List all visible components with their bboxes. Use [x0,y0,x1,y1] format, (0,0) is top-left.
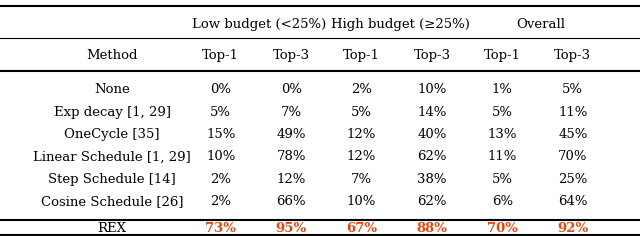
Text: 2%: 2% [351,83,372,96]
Text: 38%: 38% [417,173,447,186]
Text: 7%: 7% [351,173,372,186]
Text: Cosine Schedule [26]: Cosine Schedule [26] [41,195,183,208]
Text: Method: Method [86,49,138,62]
Text: 14%: 14% [417,105,447,119]
Text: Linear Schedule [1, 29]: Linear Schedule [1, 29] [33,150,191,164]
Text: 92%: 92% [557,222,588,235]
Text: Exp decay [1, 29]: Exp decay [1, 29] [54,105,170,119]
Text: 95%: 95% [276,222,307,235]
Text: 25%: 25% [558,173,588,186]
Text: 5%: 5% [211,105,231,119]
Text: 2%: 2% [211,195,231,208]
Text: 6%: 6% [492,195,513,208]
Text: 62%: 62% [417,150,447,164]
Text: 12%: 12% [276,173,306,186]
Text: Top-3: Top-3 [413,49,451,62]
Text: 78%: 78% [276,150,306,164]
Text: 12%: 12% [347,128,376,141]
Text: 70%: 70% [487,222,518,235]
Text: 12%: 12% [347,150,376,164]
Text: Top-3: Top-3 [554,49,591,62]
Text: Top-1: Top-1 [484,49,521,62]
Text: 0%: 0% [211,83,231,96]
Text: High budget (≥25%): High budget (≥25%) [331,18,469,31]
Text: 88%: 88% [417,222,447,235]
Text: 10%: 10% [417,83,447,96]
Text: Top-1: Top-1 [202,49,239,62]
Text: OneCycle [35]: OneCycle [35] [64,128,160,141]
Text: 0%: 0% [281,83,301,96]
Text: 66%: 66% [276,195,306,208]
Text: 62%: 62% [417,195,447,208]
Text: 5%: 5% [563,83,583,96]
Text: 5%: 5% [492,173,513,186]
Text: 15%: 15% [206,128,236,141]
Text: Top-1: Top-1 [343,49,380,62]
Text: REX: REX [97,222,127,235]
Text: 7%: 7% [280,105,302,119]
Text: Top-3: Top-3 [273,49,310,62]
Text: 10%: 10% [347,195,376,208]
Text: 67%: 67% [346,222,377,235]
Text: 2%: 2% [211,173,231,186]
Text: 1%: 1% [492,83,513,96]
Text: 64%: 64% [558,195,588,208]
Text: 13%: 13% [488,128,517,141]
Text: Step Schedule [14]: Step Schedule [14] [48,173,176,186]
Text: 49%: 49% [276,128,306,141]
Text: 73%: 73% [205,222,236,235]
Text: 45%: 45% [558,128,588,141]
Text: None: None [94,83,130,96]
Text: 70%: 70% [558,150,588,164]
Text: 40%: 40% [417,128,447,141]
Text: 5%: 5% [351,105,372,119]
Text: 11%: 11% [488,150,517,164]
Text: Overall: Overall [516,18,565,31]
Text: 10%: 10% [206,150,236,164]
Text: 11%: 11% [558,105,588,119]
Text: Low budget (<25%): Low budget (<25%) [192,18,326,31]
Text: 5%: 5% [492,105,513,119]
